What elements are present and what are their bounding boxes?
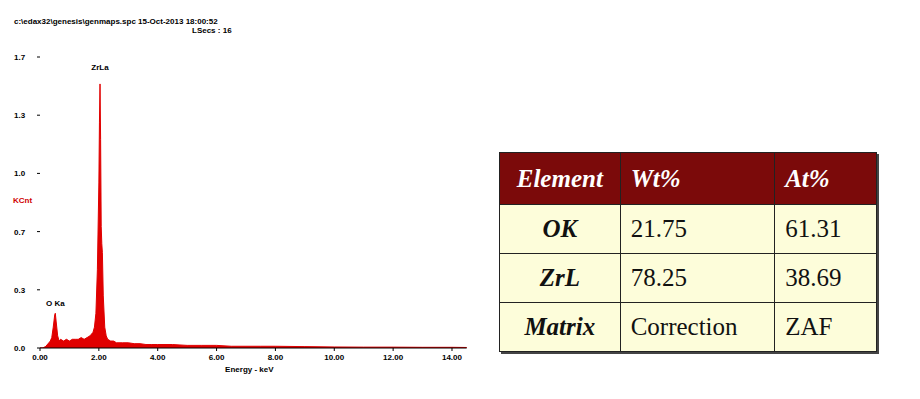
peak-label: O Ka	[46, 299, 65, 308]
subtitle: LSecs : 16	[192, 26, 232, 35]
cell: 38.69	[775, 254, 877, 303]
x-axis-label: Energy - keV	[225, 365, 274, 374]
y-tick-label: 1.3	[14, 111, 26, 120]
row: ZrL78.2538.69	[500, 254, 877, 303]
y-tick	[37, 289, 40, 290]
plot-area	[40, 84, 467, 348]
cell: 21.75	[620, 205, 775, 254]
y-tick-label: 0.3	[14, 286, 26, 295]
x-tick-label: 0.00	[32, 353, 48, 362]
header-cell: At%	[775, 153, 877, 205]
y-tick-label: 1.0	[14, 169, 26, 178]
x-tick-label: 2.00	[91, 353, 107, 362]
row-label: OK	[500, 205, 621, 254]
y-tick	[37, 115, 40, 116]
x-tick-label: 14.00	[442, 353, 463, 362]
title: c:\edax32\genesis\genmaps.spc 15-Oct-201…	[14, 17, 218, 26]
cell: Correction	[620, 303, 775, 352]
y-tick-label: 0.0	[14, 344, 26, 353]
x-tick-label: 6.00	[209, 353, 225, 362]
cell: 78.25	[620, 254, 775, 303]
header-row: ElementWt%At%	[500, 153, 877, 205]
table: ElementWt%At%OK21.7561.31ZrL78.2538.69Ma…	[499, 152, 877, 352]
row: OK21.7561.31	[500, 205, 877, 254]
x-axis	[40, 348, 467, 349]
y-axis-label: KCnt	[13, 196, 32, 205]
y-tick	[37, 57, 40, 58]
y-tick-label: 1.7	[14, 53, 26, 62]
x-tick-label: 8.00	[268, 353, 284, 362]
header-cell: Element	[500, 153, 621, 205]
peak-label: ZrLa	[91, 63, 109, 72]
cell: ZAF	[775, 303, 877, 352]
x-tick-label: 12.00	[383, 353, 404, 362]
chart: c:\edax32\genesis\genmaps.spc 15-Oct-201…	[0, 0, 480, 399]
y-tick-label: 0.7	[14, 228, 26, 237]
row-label: Matrix	[500, 303, 621, 352]
row-label: ZrL	[500, 254, 621, 303]
x-tick-label: 10.00	[324, 353, 345, 362]
y-tick	[37, 231, 40, 232]
x-tick-label: 4.00	[150, 353, 166, 362]
row: MatrixCorrectionZAF	[500, 303, 877, 352]
spectrum	[40, 84, 467, 348]
header-cell: Wt%	[620, 153, 775, 205]
y-tick	[37, 173, 40, 174]
cell: 61.31	[775, 205, 877, 254]
